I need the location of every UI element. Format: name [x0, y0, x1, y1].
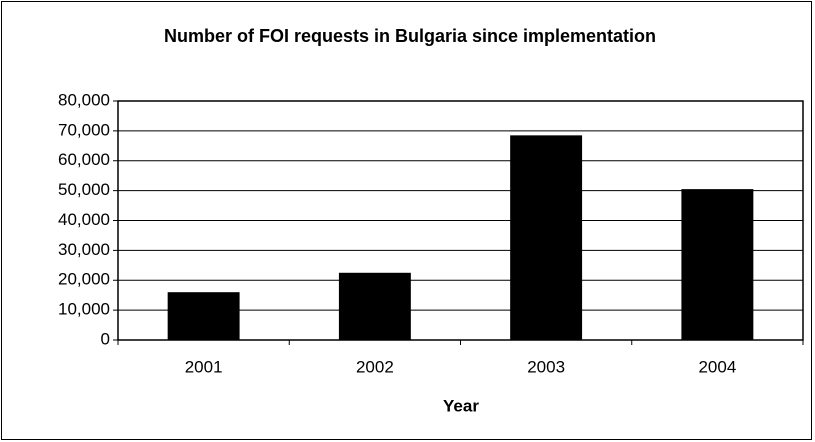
bar: [338, 272, 411, 340]
bar: [510, 135, 583, 340]
y-tick-label: 30,000: [58, 240, 110, 259]
y-tick-label: 0: [101, 329, 110, 348]
chart-title: Number of FOI requests in Bulgaria since…: [164, 26, 656, 46]
y-tick-label: 10,000: [58, 300, 110, 319]
x-tick-label: 2001: [185, 357, 223, 376]
bar: [167, 292, 240, 340]
y-tick-label: 60,000: [58, 150, 110, 169]
bar: [681, 189, 754, 340]
x-tick-label: 2004: [698, 357, 736, 376]
y-tick-label: 40,000: [58, 210, 110, 229]
x-tick-label: 2002: [356, 357, 394, 376]
y-tick-label: 20,000: [58, 270, 110, 289]
x-tick-label: 2003: [527, 357, 565, 376]
y-tick-label: 70,000: [58, 120, 110, 139]
x-axis-label: Year: [443, 396, 479, 415]
y-tick-label: 80,000: [58, 90, 110, 109]
y-tick-label: 50,000: [58, 180, 110, 199]
